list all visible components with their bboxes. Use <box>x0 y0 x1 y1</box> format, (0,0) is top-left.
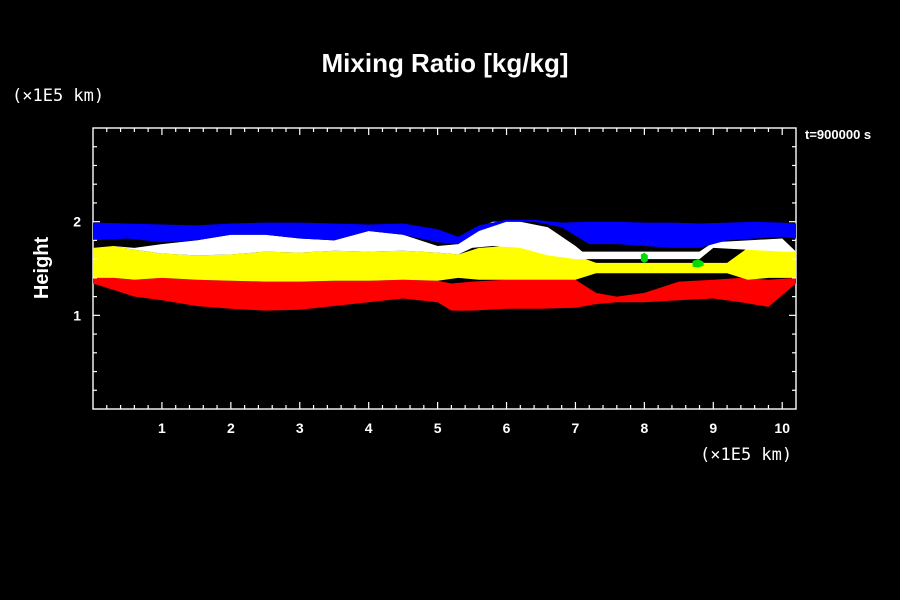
series-band-0 <box>93 277 796 311</box>
x-tick-label: 7 <box>572 420 580 436</box>
x-tick-label: 4 <box>365 420 373 436</box>
x-tick-label: 8 <box>640 420 648 436</box>
x-tick-label: 1 <box>158 420 166 436</box>
y-tick-label: 1 <box>73 307 81 323</box>
time-label: t=900000 s <box>805 127 871 142</box>
x-tick-label: 5 <box>434 420 442 436</box>
y-axis-unit: (×1E5 km) <box>12 86 104 106</box>
plot-area <box>93 219 796 311</box>
series-band-3 <box>93 219 796 248</box>
chart-title: Mixing Ratio [kg/kg] <box>322 48 569 78</box>
x-tick-label: 3 <box>296 420 304 436</box>
series-band-1 <box>93 246 796 282</box>
y-axis-label: Height <box>31 237 53 300</box>
axes: 1 2 3 4 5 6 7 8 9 10 1 2 <box>73 128 796 436</box>
x-axis-unit: (×1E5 km) <box>700 445 792 465</box>
x-tick-label: 9 <box>709 420 717 436</box>
x-tick-label: 2 <box>227 420 235 436</box>
series-band-4 <box>640 252 648 263</box>
x-tick-label: 10 <box>774 420 790 436</box>
x-tick-label: 6 <box>503 420 511 436</box>
series-band-2 <box>93 221 796 260</box>
series-band-5 <box>692 259 704 268</box>
y-tick-label: 2 <box>73 214 81 230</box>
